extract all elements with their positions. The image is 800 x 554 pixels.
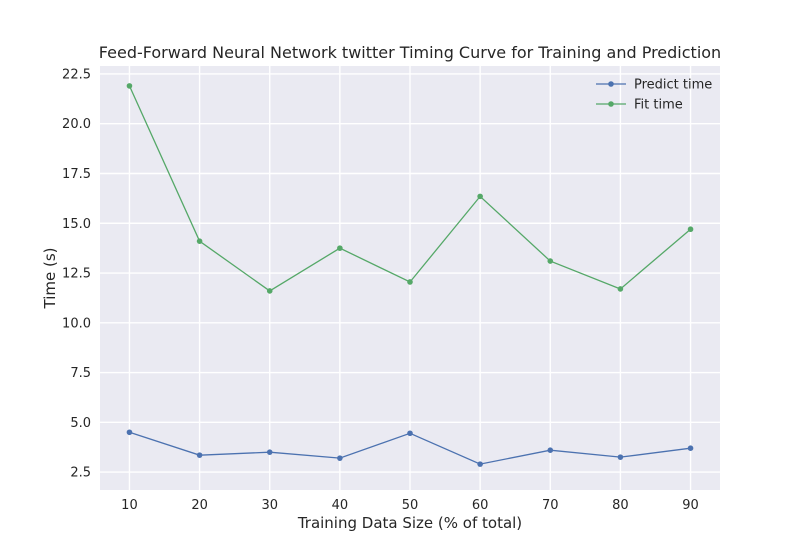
data-point-1 — [477, 193, 483, 200]
data-point-0 — [687, 445, 694, 451]
x-tick-label: 40 — [332, 498, 349, 513]
data-point-1 — [617, 286, 624, 292]
data-point-1 — [126, 83, 133, 89]
y-tick-label: 20.0 — [62, 117, 91, 132]
legend-label: Predict time — [634, 78, 712, 93]
legend: Predict time Fit time — [596, 78, 712, 113]
x-tick-label: 50 — [402, 498, 419, 513]
x-tick-label: 60 — [472, 498, 489, 513]
chart-title: Feed-Forward Neural Network twitter Timi… — [99, 43, 721, 62]
legend-marker — [608, 101, 614, 107]
data-point-0 — [266, 449, 273, 455]
x-axis-label: Training Data Size (% of total) — [297, 514, 522, 532]
data-point-0 — [337, 455, 343, 461]
y-tick-label: 10.0 — [62, 316, 91, 331]
y-tick-label: 17.5 — [62, 167, 91, 182]
x-tick-label: 70 — [542, 498, 559, 513]
data-point-1 — [196, 238, 203, 244]
data-point-0 — [547, 447, 554, 453]
y-tick-label: 7.5 — [70, 366, 91, 381]
data-point-0 — [617, 454, 624, 460]
y-tick-label: 12.5 — [62, 267, 91, 282]
tick-layer: 10 20 30 40 50 60 70 80 90 2.5 5.0 7.5 10.0 12.5 15.0 1… — [62, 67, 699, 513]
series-layer — [126, 83, 694, 467]
data-point-1 — [547, 258, 554, 264]
x-tick-label: 30 — [261, 498, 278, 513]
legend-marker — [608, 81, 614, 87]
y-tick-label: 15.0 — [62, 217, 91, 232]
x-tick-label: 20 — [191, 498, 208, 513]
y-tick-label: 22.5 — [62, 67, 91, 82]
x-tick-label: 80 — [612, 498, 629, 513]
data-point-1 — [687, 226, 694, 233]
data-point-0 — [407, 430, 413, 437]
legend-label: Fit time — [634, 98, 683, 113]
y-tick-label: 5.0 — [70, 416, 91, 431]
data-point-1 — [407, 279, 413, 285]
y-tick-label: 2.5 — [70, 466, 91, 481]
data-point-0 — [126, 429, 133, 436]
y-axis-label: Time (s) — [41, 248, 59, 310]
data-point-0 — [477, 461, 483, 467]
x-tick-label: 90 — [682, 498, 699, 513]
data-point-1 — [337, 245, 343, 251]
x-tick-label: 10 — [121, 498, 138, 513]
grid-layer — [100, 66, 720, 490]
data-point-0 — [196, 452, 203, 458]
data-point-1 — [266, 288, 273, 294]
